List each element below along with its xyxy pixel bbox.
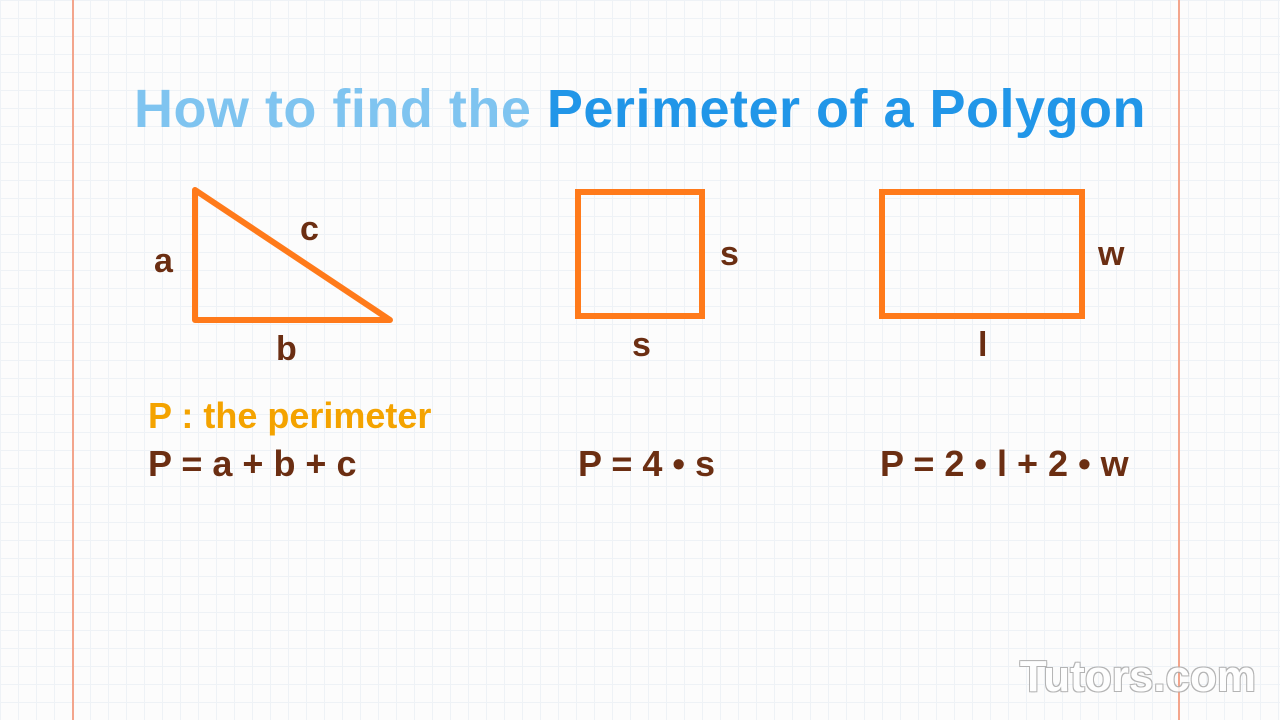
triangle-block: a c b bbox=[140, 180, 440, 345]
square-label-side: s bbox=[720, 235, 739, 274]
triangle-label-a: a bbox=[154, 242, 173, 281]
triangle-polygon bbox=[195, 190, 390, 320]
title-part-1: How to find the bbox=[134, 79, 547, 139]
square-block: s s bbox=[560, 180, 780, 345]
square-label-bottom: s bbox=[632, 326, 651, 365]
rectangle-label-w: w bbox=[1098, 235, 1124, 274]
triangle-shape bbox=[140, 180, 440, 340]
formula-triangle: P = a + b + c bbox=[148, 443, 356, 485]
rectangle-shape bbox=[870, 180, 1130, 340]
square-rect bbox=[578, 192, 702, 316]
square-shape bbox=[560, 180, 720, 340]
page-title: How to find the Perimeter of a Polygon bbox=[0, 78, 1280, 140]
p-definition: P : the perimeter bbox=[148, 395, 431, 437]
rectangle-rect bbox=[882, 192, 1082, 316]
triangle-label-b: b bbox=[276, 330, 297, 369]
triangle-label-c: c bbox=[300, 210, 319, 249]
watermark: Tutors.com bbox=[1020, 652, 1256, 702]
shapes-row: a c b s s w l bbox=[0, 180, 1280, 380]
title-part-2: Perimeter of a Polygon bbox=[547, 79, 1146, 139]
rectangle-block: w l bbox=[870, 180, 1150, 345]
formula-rectangle: P = 2 • l + 2 • w bbox=[880, 443, 1129, 485]
formula-square: P = 4 • s bbox=[578, 443, 715, 485]
rectangle-label-l: l bbox=[978, 326, 987, 365]
